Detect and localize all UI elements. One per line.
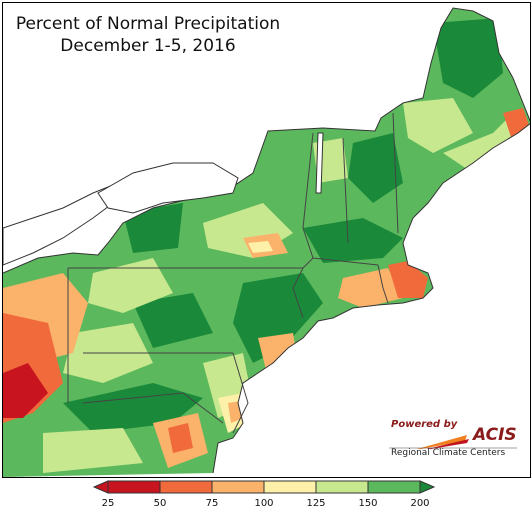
legend-tick-label: 75 [205,498,219,509]
legend-tick-label: 150 [358,498,378,509]
legend-swatch [367,480,421,494]
legend-swatch [263,480,317,494]
legend-arrow-low [92,480,109,494]
lake-champlain [315,132,324,194]
legend-tick-label: 125 [306,498,326,509]
great-lakes [3,132,324,266]
region-outline [3,7,530,474]
logo-subtitle: Regional Climate Centers [391,448,506,458]
map-panel: Percent of Normal Precipitation December… [2,2,531,478]
legend-tick-label: 200 [410,498,430,509]
legend-tick-label: 25 [101,498,115,509]
legend-swatch [211,480,265,494]
land-fill [3,8,530,477]
precipitation-map [3,7,530,477]
swoosh-icon [389,435,517,449]
legend-swatch [315,480,369,494]
lake-ontario [97,162,239,214]
legend-swatch [107,480,161,494]
legend-arrow-high [419,480,436,494]
legend-swatch [159,480,213,494]
legend-bar [92,480,436,494]
legend-tick-label: 50 [153,498,167,509]
map-title: Percent of Normal Precipitation [15,14,281,34]
legend-tick-label: 100 [254,498,274,509]
logo-name: ACIS [473,425,517,445]
logo-powered-by: Powered by [391,419,458,430]
map-subtitle: December 1-5, 2016 [60,36,236,56]
color-legend: 25 50 75 100 125 150 200 [0,476,531,511]
acis-logo: Powered by ACIS Regional Climate Centers [387,415,519,463]
state-borders [67,112,399,434]
